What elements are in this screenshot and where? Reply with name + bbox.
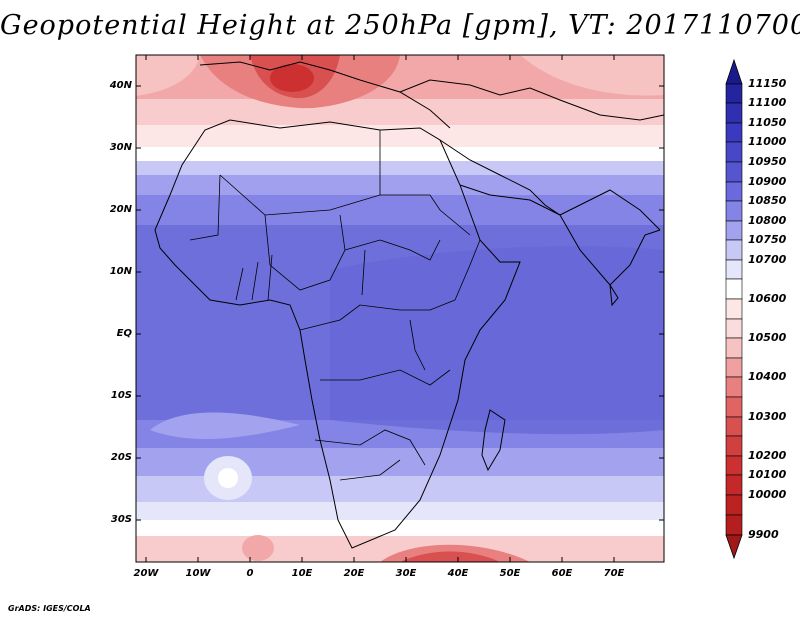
lat-label: 20S	[110, 452, 132, 463]
colorbar-label: 10600	[748, 292, 787, 305]
lat-label: 30S	[110, 514, 132, 525]
colorbar-label: 11100	[748, 96, 787, 109]
colorbar-box	[725, 514, 743, 536]
height-field	[136, 55, 664, 562]
colorbar-box	[725, 376, 743, 398]
colorbar-box	[725, 396, 743, 418]
colorbar-box	[725, 298, 743, 320]
lon-label: 20E	[343, 568, 365, 579]
chart-title: Geopotential Height at 250hPa [gpm], VT:…	[0, 10, 800, 41]
colorbar-box	[725, 278, 743, 300]
colorbar-box	[725, 122, 743, 143]
lat-label: 30N	[109, 142, 132, 153]
lon-label: 20W	[133, 568, 159, 579]
colorbar-label: 10800	[748, 214, 787, 227]
lon-label: 0	[246, 568, 254, 579]
colorbar-label: 10950	[748, 155, 787, 168]
lon-label: 30E	[395, 568, 417, 579]
colorbar-box	[725, 161, 743, 183]
colorbar-box	[725, 102, 743, 124]
colorbar-label: 10200	[748, 449, 787, 462]
colorbar-label: 10300	[748, 410, 787, 423]
colorbar	[725, 58, 743, 560]
colorbar-label: 11150	[748, 77, 787, 90]
colorbar-label: 10900	[748, 175, 787, 188]
colorbar-box	[725, 416, 743, 437]
colorbar-label: 10000	[748, 488, 787, 501]
colorbar-label: 10100	[748, 468, 787, 481]
colorbar-box	[725, 494, 743, 516]
colorbar-label: 10500	[748, 331, 787, 344]
lon-label: 10E	[291, 568, 313, 579]
lat-label: 10N	[109, 266, 132, 277]
lon-label: 50E	[499, 568, 521, 579]
colorbar-box	[725, 220, 743, 241]
colorbar-box	[725, 318, 743, 339]
colorbar-box	[725, 357, 743, 378]
lat-label: 20N	[109, 204, 132, 215]
colorbar-label: 10400	[748, 370, 787, 383]
colorbar-label: 11050	[748, 116, 787, 129]
colorbar-box	[725, 259, 743, 280]
credit-text: GrADS: IGES/COLA	[8, 604, 91, 613]
lon-label: 60E	[551, 568, 573, 579]
colorbar-bottom-triangle	[725, 534, 743, 560]
colorbar-label: 10850	[748, 194, 787, 207]
colorbar-label: 10700	[748, 253, 787, 266]
coastlines	[154, 61, 665, 549]
colorbar-label: 10750	[748, 233, 787, 246]
colorbar-box	[725, 200, 743, 222]
lon-label: 70E	[603, 568, 625, 579]
country-borders	[189, 130, 481, 481]
colorbar-box	[725, 239, 743, 261]
colorbar-label: 9900	[748, 528, 779, 541]
colorbar-box	[725, 141, 743, 163]
colorbar-box	[725, 181, 743, 202]
colorbar-box	[725, 455, 743, 476]
lon-label: 40E	[447, 568, 469, 579]
colorbar-top-triangle	[725, 58, 743, 85]
axis-ticks	[136, 55, 664, 562]
colorbar-box	[725, 474, 743, 496]
colorbar-box	[725, 435, 743, 457]
colorbar-box	[725, 83, 743, 104]
colorbar-label: 11000	[748, 135, 787, 148]
lat-label: 10S	[110, 390, 132, 401]
lat-label: 40N	[109, 80, 132, 91]
lat-label: EQ	[116, 328, 132, 339]
lon-label: 10W	[185, 568, 211, 579]
colorbar-box	[725, 337, 743, 359]
